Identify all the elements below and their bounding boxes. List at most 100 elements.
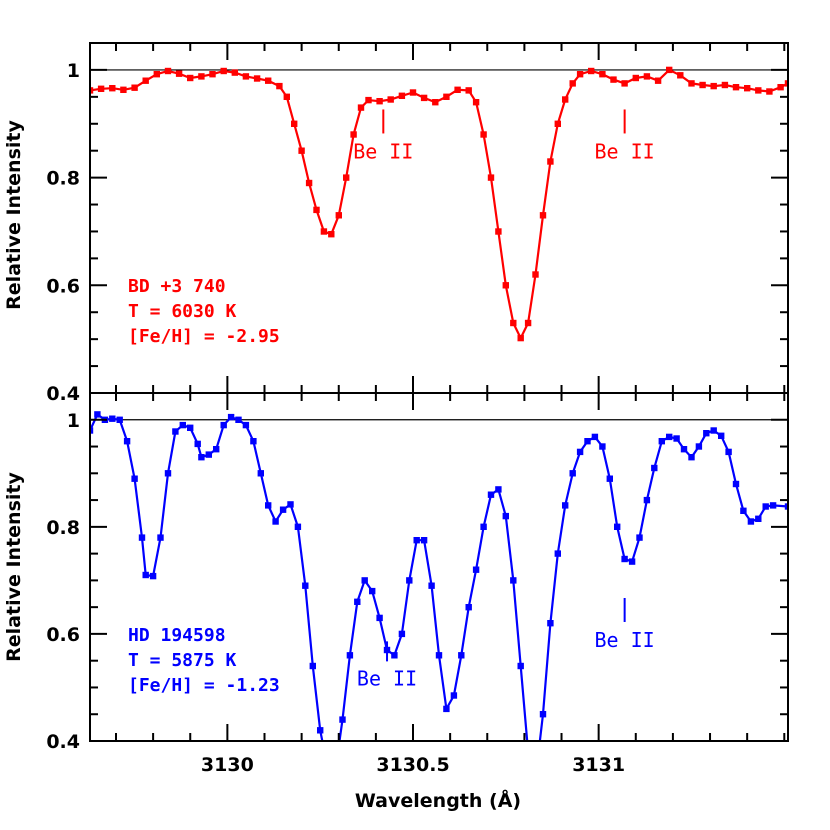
data-point bbox=[591, 433, 599, 441]
be-ii-label: Be II bbox=[595, 628, 655, 652]
data-point bbox=[576, 71, 584, 78]
data-point bbox=[354, 598, 361, 605]
star-info-line: [Fe/H] = -1.23 bbox=[128, 675, 280, 696]
data-point bbox=[320, 228, 328, 235]
data-point bbox=[164, 67, 172, 75]
data-point bbox=[628, 558, 636, 565]
data-point bbox=[220, 67, 227, 75]
data-point bbox=[569, 470, 576, 477]
data-point bbox=[606, 475, 613, 482]
data-point bbox=[755, 87, 762, 94]
data-point bbox=[116, 416, 123, 423]
data-point bbox=[235, 416, 242, 423]
data-point bbox=[231, 69, 238, 76]
data-point bbox=[732, 480, 740, 488]
y-tick-label: 1 bbox=[67, 410, 80, 432]
data-point bbox=[142, 571, 149, 579]
spectrum-line bbox=[90, 68, 788, 341]
data-point bbox=[398, 630, 406, 638]
data-point bbox=[138, 534, 146, 541]
data-point bbox=[194, 440, 201, 448]
y-tick-label: 0.4 bbox=[46, 383, 80, 405]
data-point bbox=[420, 94, 428, 102]
data-point bbox=[562, 96, 569, 103]
data-point bbox=[131, 475, 138, 482]
data-point bbox=[510, 319, 517, 327]
data-point bbox=[599, 71, 606, 78]
data-point bbox=[131, 84, 138, 91]
data-point bbox=[376, 614, 383, 622]
data-point bbox=[387, 96, 394, 103]
data-point bbox=[699, 81, 706, 89]
data-point bbox=[317, 727, 324, 734]
data-point bbox=[369, 587, 376, 595]
star-info-line: HD 194598 bbox=[128, 625, 226, 646]
data-point bbox=[90, 87, 94, 94]
data-point bbox=[458, 652, 465, 659]
data-point bbox=[142, 77, 149, 84]
data-point bbox=[443, 93, 450, 100]
y-tick-label: 0.6 bbox=[46, 275, 80, 297]
data-point bbox=[339, 716, 346, 723]
data-point bbox=[502, 282, 509, 289]
data-point bbox=[205, 451, 212, 458]
data-point bbox=[465, 604, 472, 611]
data-point bbox=[328, 231, 335, 238]
data-point bbox=[361, 577, 368, 584]
data-point bbox=[680, 446, 688, 453]
data-point bbox=[777, 84, 784, 91]
be-ii-label: Be II bbox=[357, 666, 417, 690]
data-point bbox=[198, 73, 205, 80]
data-point bbox=[157, 534, 164, 541]
data-point bbox=[547, 158, 554, 165]
y-tick-label: 0.4 bbox=[46, 731, 80, 753]
data-point bbox=[209, 71, 216, 78]
data-point bbox=[450, 692, 458, 699]
data-point bbox=[677, 72, 684, 79]
data-point bbox=[747, 518, 755, 525]
data-point bbox=[666, 433, 673, 441]
data-point bbox=[276, 82, 283, 90]
star-info-line: T = 5875 K bbox=[128, 650, 237, 671]
plot-frame bbox=[89, 392, 789, 742]
data-point bbox=[365, 96, 372, 104]
data-point bbox=[398, 92, 406, 99]
data-point bbox=[454, 86, 461, 93]
data-point bbox=[175, 70, 183, 77]
data-point bbox=[291, 120, 298, 127]
data-point bbox=[313, 206, 320, 214]
data-point bbox=[769, 502, 777, 509]
data-point bbox=[688, 80, 695, 87]
y-tick-label: 0.8 bbox=[46, 517, 80, 539]
data-point bbox=[432, 99, 439, 106]
data-point bbox=[599, 443, 606, 450]
y-axis-title: Relative Intensity bbox=[3, 120, 25, 310]
data-point bbox=[343, 174, 350, 181]
data-point bbox=[766, 88, 773, 95]
data-point bbox=[673, 435, 680, 442]
data-point bbox=[187, 74, 194, 82]
data-point bbox=[413, 537, 420, 544]
data-point bbox=[428, 582, 435, 589]
data-point bbox=[487, 491, 495, 498]
spectrum-series bbox=[90, 411, 788, 771]
data-point bbox=[725, 448, 732, 456]
data-point bbox=[109, 415, 116, 422]
data-point bbox=[762, 503, 769, 510]
data-point bbox=[539, 212, 547, 219]
data-point bbox=[242, 421, 250, 429]
be-ii-label: Be II bbox=[595, 139, 655, 163]
data-point bbox=[227, 413, 235, 421]
x-tick-label: 3130 bbox=[201, 754, 254, 776]
data-point bbox=[265, 77, 272, 84]
data-point bbox=[324, 765, 330, 771]
data-point bbox=[213, 446, 220, 453]
bottom-panel: 3130 3130.5 3131 0.4 0.6 0.8 1 Relative Intensi… bbox=[3, 392, 789, 776]
top-panel: 0.4 0.6 0.8 1 Relative Intensity BD +3 740 T =… bbox=[3, 42, 789, 405]
data-point bbox=[309, 662, 316, 670]
data-point bbox=[465, 87, 472, 94]
data-point bbox=[562, 502, 569, 509]
data-point bbox=[198, 454, 205, 461]
y-tick-label: 1 bbox=[67, 60, 80, 82]
